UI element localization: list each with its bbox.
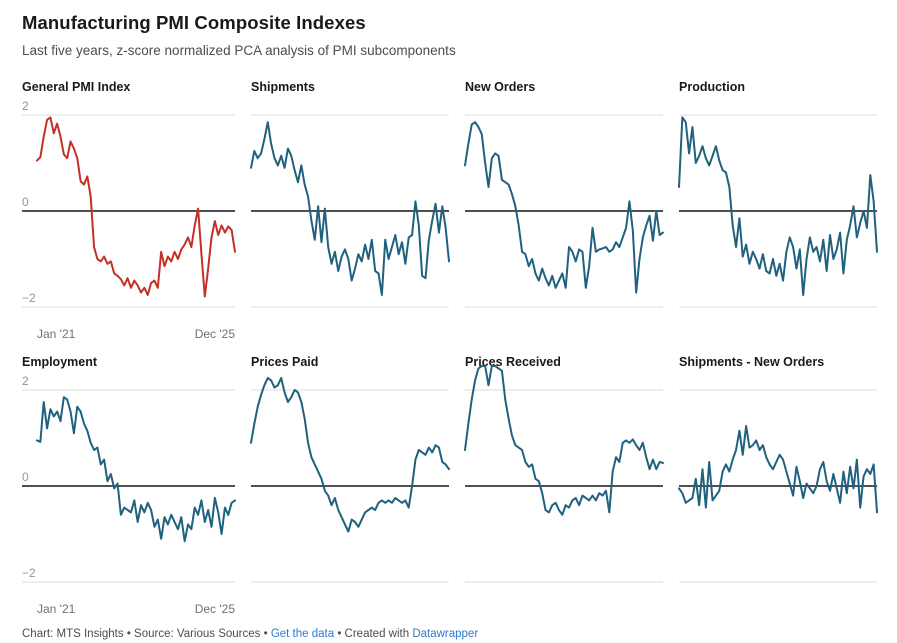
series-line (36, 116, 236, 298)
line-chart-employment: 2 0 −2 (22, 374, 236, 583)
x-axis-labels (679, 598, 877, 617)
panel-title: Production (679, 80, 745, 94)
line-chart-new-orders (464, 114, 664, 308)
chart-panel-prices-received: Prices Received (464, 354, 664, 617)
chart-panel-production: Production (678, 79, 878, 342)
x-axis-labels (251, 323, 449, 342)
created-with-text: Created with (344, 628, 413, 640)
page-title: Manufacturing PMI Composite Indexes (22, 12, 366, 33)
line-chart-prices-paid (250, 377, 450, 583)
chart-panel-prices-paid: Prices Paid (250, 354, 450, 617)
source-credit: Source: Various Sources (134, 628, 261, 640)
get-the-data-link[interactable]: Get the data (270, 628, 335, 640)
chart-credit: Chart: MTS Insights (22, 628, 124, 640)
panel-title: Prices Paid (251, 355, 319, 369)
attribution-footer: Chart: MTS Insights • Source: Various So… (22, 628, 876, 640)
footer-separator: • (260, 628, 271, 640)
x-axis-start-label: Jan '21 (37, 602, 76, 616)
x-axis-labels (679, 323, 877, 342)
x-axis-end-label: Dec '25 (194, 327, 235, 341)
x-axis-end-label: Dec '25 (194, 602, 235, 616)
line-chart-general-pmi-index: 2 0 −2 (22, 99, 236, 308)
y-tick-label: 2 (22, 374, 29, 388)
x-axis-labels (251, 598, 449, 617)
x-axis-labels (465, 598, 663, 617)
panel-title: New Orders (465, 80, 536, 94)
chart-panel-new-orders: New Orders (464, 79, 664, 342)
footer-separator: • (334, 628, 345, 640)
chart-panel-shipments: Shipments (250, 79, 450, 342)
page-subtitle: Last five years, z-score normalized PCA … (22, 43, 456, 58)
y-tick-label: 2 (22, 99, 29, 113)
y-tick-label: −2 (22, 291, 36, 305)
series-line (36, 396, 236, 543)
series-line (464, 365, 664, 516)
footer-separator: • (123, 628, 135, 640)
x-axis-labels (465, 323, 663, 342)
x-axis-labels: Jan '21 Dec '25 (22, 598, 235, 617)
y-tick-label: 0 (22, 195, 29, 209)
series-line (250, 121, 450, 296)
panel-title: General PMI Index (22, 80, 131, 94)
panel-title: Prices Received (465, 355, 561, 369)
line-chart-shipments (250, 114, 450, 308)
chart-panel-employment: Employment 2 0 −2 Jan '21 Dec '25 (22, 354, 236, 617)
series-line (678, 116, 878, 296)
series-line (678, 425, 878, 514)
chart-panel-general-pmi-index: General PMI Index 2 0 −2 Jan '21 Dec '25 (22, 79, 236, 342)
series-line (464, 121, 664, 294)
panel-title: Shipments (251, 80, 315, 94)
small-multiples-grid: General PMI Index 2 0 −2 Jan '21 Dec '25 S… (22, 79, 878, 617)
series-line (250, 377, 450, 533)
x-axis-start-label: Jan '21 (37, 327, 76, 341)
datawrapper-link[interactable]: Datawrapper (412, 628, 479, 640)
y-tick-label: 0 (22, 470, 29, 484)
y-tick-label: −2 (22, 566, 36, 580)
line-chart-production (678, 114, 878, 308)
panel-title: Shipments - New Orders (679, 355, 825, 369)
x-axis-labels: Jan '21 Dec '25 (22, 323, 235, 342)
panel-title: Employment (22, 355, 98, 369)
line-chart-prices-received (464, 365, 664, 583)
chart-panel-shipments-minus-new-orders: Shipments - New Orders (678, 354, 878, 617)
line-chart-shipments-minus-new-orders (678, 389, 878, 583)
